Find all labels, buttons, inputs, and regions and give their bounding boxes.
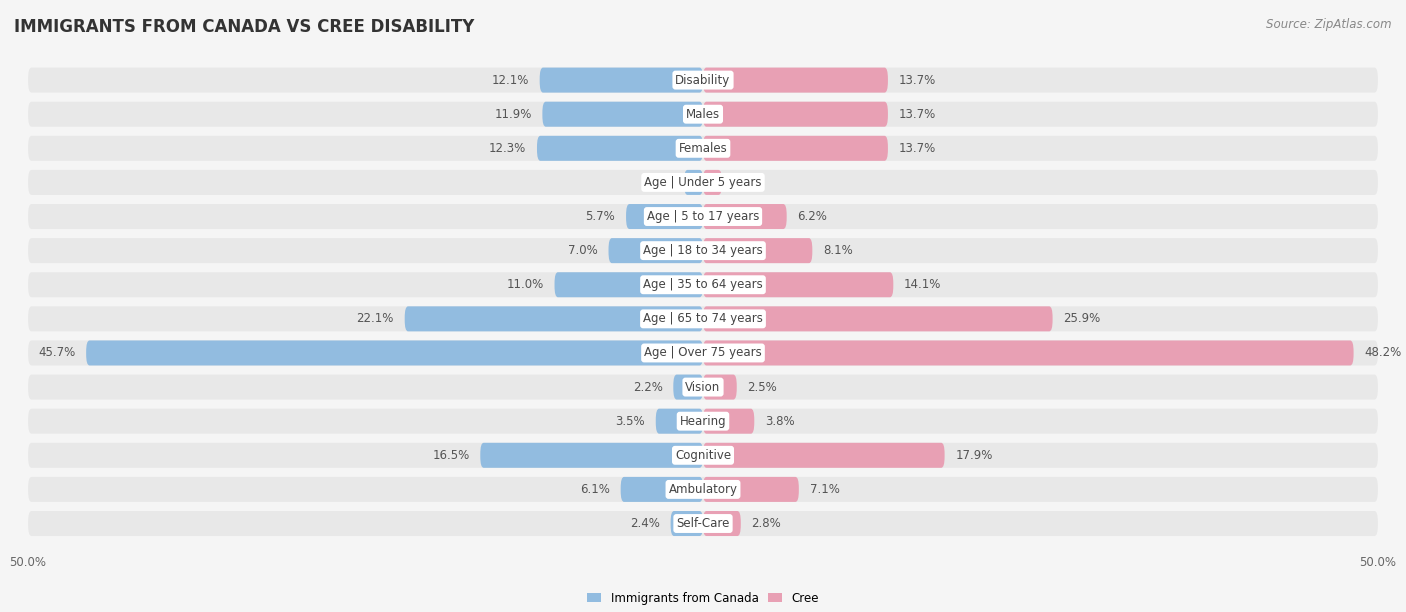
FancyBboxPatch shape	[609, 238, 703, 263]
FancyBboxPatch shape	[28, 204, 1378, 229]
FancyBboxPatch shape	[703, 67, 889, 92]
Text: 2.5%: 2.5%	[748, 381, 778, 394]
Text: IMMIGRANTS FROM CANADA VS CREE DISABILITY: IMMIGRANTS FROM CANADA VS CREE DISABILIT…	[14, 18, 474, 36]
Text: 11.0%: 11.0%	[506, 278, 544, 291]
FancyBboxPatch shape	[703, 170, 721, 195]
Text: 12.1%: 12.1%	[492, 73, 529, 86]
Text: 7.1%: 7.1%	[810, 483, 839, 496]
FancyBboxPatch shape	[28, 136, 1378, 161]
FancyBboxPatch shape	[673, 375, 703, 400]
Text: Self-Care: Self-Care	[676, 517, 730, 530]
Text: Age | 5 to 17 years: Age | 5 to 17 years	[647, 210, 759, 223]
Text: 7.0%: 7.0%	[568, 244, 598, 257]
FancyBboxPatch shape	[703, 102, 889, 127]
Text: 13.7%: 13.7%	[898, 108, 936, 121]
FancyBboxPatch shape	[28, 67, 1378, 92]
Text: 13.7%: 13.7%	[898, 73, 936, 86]
FancyBboxPatch shape	[28, 443, 1378, 468]
FancyBboxPatch shape	[28, 477, 1378, 502]
FancyBboxPatch shape	[703, 238, 813, 263]
Text: 2.2%: 2.2%	[633, 381, 662, 394]
FancyBboxPatch shape	[405, 307, 703, 331]
FancyBboxPatch shape	[703, 511, 741, 536]
Text: Males: Males	[686, 108, 720, 121]
FancyBboxPatch shape	[703, 409, 754, 434]
FancyBboxPatch shape	[86, 340, 703, 365]
Text: Source: ZipAtlas.com: Source: ZipAtlas.com	[1267, 18, 1392, 31]
Text: Age | Over 75 years: Age | Over 75 years	[644, 346, 762, 359]
FancyBboxPatch shape	[28, 340, 1378, 365]
Text: Age | 18 to 34 years: Age | 18 to 34 years	[643, 244, 763, 257]
FancyBboxPatch shape	[703, 136, 889, 161]
Text: 6.2%: 6.2%	[797, 210, 827, 223]
Text: Disability: Disability	[675, 73, 731, 86]
Text: 48.2%: 48.2%	[1364, 346, 1402, 359]
Text: 2.4%: 2.4%	[630, 517, 659, 530]
FancyBboxPatch shape	[703, 307, 1053, 331]
Legend: Immigrants from Canada, Cree: Immigrants from Canada, Cree	[582, 587, 824, 610]
Text: 14.1%: 14.1%	[904, 278, 942, 291]
Text: Hearing: Hearing	[679, 415, 727, 428]
FancyBboxPatch shape	[703, 272, 893, 297]
FancyBboxPatch shape	[28, 102, 1378, 127]
Text: 11.9%: 11.9%	[494, 108, 531, 121]
Text: Cognitive: Cognitive	[675, 449, 731, 462]
FancyBboxPatch shape	[554, 272, 703, 297]
FancyBboxPatch shape	[537, 136, 703, 161]
FancyBboxPatch shape	[540, 67, 703, 92]
Text: 45.7%: 45.7%	[38, 346, 76, 359]
Text: Age | 65 to 74 years: Age | 65 to 74 years	[643, 312, 763, 326]
FancyBboxPatch shape	[28, 170, 1378, 195]
FancyBboxPatch shape	[28, 272, 1378, 297]
Text: 22.1%: 22.1%	[357, 312, 394, 326]
Text: 3.8%: 3.8%	[765, 415, 794, 428]
Text: 1.4%: 1.4%	[644, 176, 673, 189]
Text: 6.1%: 6.1%	[581, 483, 610, 496]
Text: Vision: Vision	[685, 381, 721, 394]
FancyBboxPatch shape	[481, 443, 703, 468]
FancyBboxPatch shape	[703, 477, 799, 502]
Text: 12.3%: 12.3%	[489, 142, 526, 155]
FancyBboxPatch shape	[703, 443, 945, 468]
FancyBboxPatch shape	[28, 307, 1378, 331]
Text: 1.4%: 1.4%	[733, 176, 762, 189]
FancyBboxPatch shape	[28, 238, 1378, 263]
Text: 17.9%: 17.9%	[956, 449, 993, 462]
Text: 2.8%: 2.8%	[752, 517, 782, 530]
Text: 8.1%: 8.1%	[823, 244, 853, 257]
FancyBboxPatch shape	[626, 204, 703, 229]
FancyBboxPatch shape	[703, 340, 1354, 365]
Text: Ambulatory: Ambulatory	[668, 483, 738, 496]
FancyBboxPatch shape	[703, 375, 737, 400]
FancyBboxPatch shape	[28, 511, 1378, 536]
FancyBboxPatch shape	[543, 102, 703, 127]
Text: Females: Females	[679, 142, 727, 155]
FancyBboxPatch shape	[671, 511, 703, 536]
Text: Age | 35 to 64 years: Age | 35 to 64 years	[643, 278, 763, 291]
FancyBboxPatch shape	[703, 204, 787, 229]
Text: Age | Under 5 years: Age | Under 5 years	[644, 176, 762, 189]
FancyBboxPatch shape	[28, 375, 1378, 400]
FancyBboxPatch shape	[685, 170, 703, 195]
FancyBboxPatch shape	[28, 409, 1378, 434]
Text: 13.7%: 13.7%	[898, 142, 936, 155]
Text: 5.7%: 5.7%	[585, 210, 616, 223]
Text: 16.5%: 16.5%	[432, 449, 470, 462]
Text: 3.5%: 3.5%	[616, 415, 645, 428]
FancyBboxPatch shape	[655, 409, 703, 434]
FancyBboxPatch shape	[620, 477, 703, 502]
Text: 25.9%: 25.9%	[1063, 312, 1101, 326]
